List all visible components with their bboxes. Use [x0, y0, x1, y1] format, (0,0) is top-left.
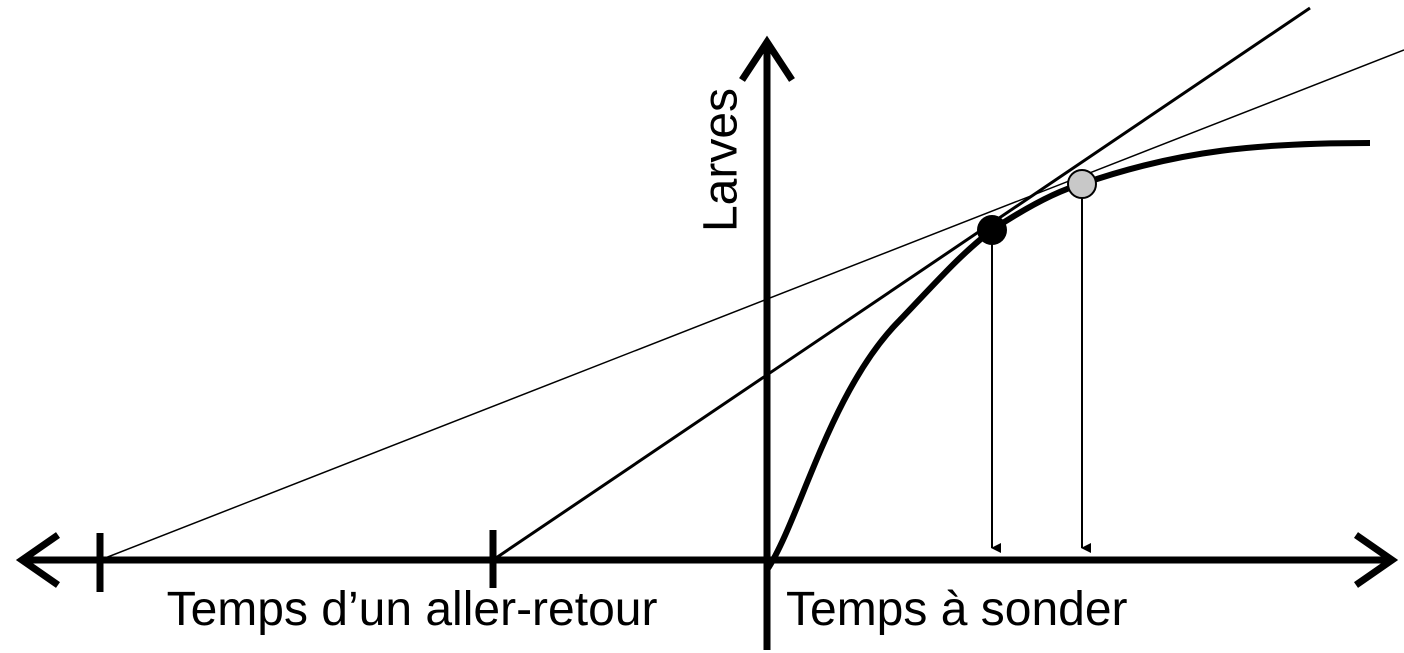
thin-tangent [99, 49, 1404, 561]
alternative-point [1067, 169, 1097, 199]
y-arrow [739, 35, 795, 82]
x-label-right: Temps à sonder [786, 583, 1128, 636]
x-arrow-left [15, 532, 60, 588]
y-label: Larves [695, 88, 748, 232]
gain-curve [764, 140, 1371, 572]
x-label-left: Temps d’un aller-retour [167, 583, 658, 636]
tangent [492, 6, 1311, 562]
x-arrow-right [1354, 532, 1399, 588]
optimum-point [977, 215, 1007, 245]
